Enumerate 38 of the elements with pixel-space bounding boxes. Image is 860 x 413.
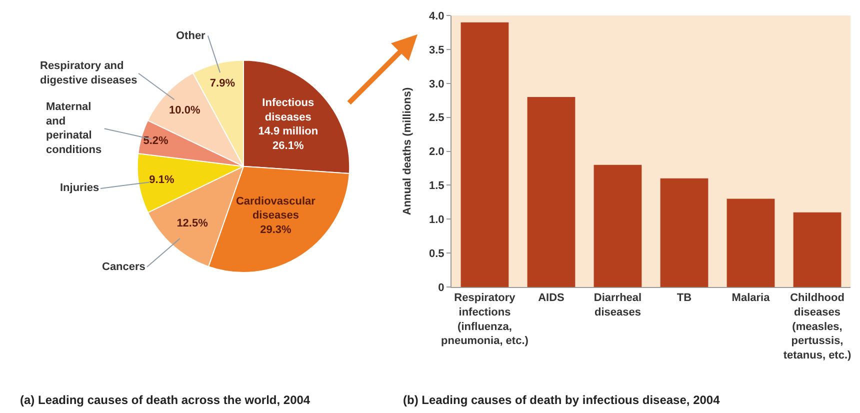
bar [460,22,509,287]
x-tick-label: AIDS [538,292,564,304]
data-label: 29.3% [260,224,292,236]
y-tick-label: 0 [438,282,444,294]
y-axis-title: Annual deaths (millions) [402,87,414,216]
data-label: 14.9 million 26.1% [258,126,318,152]
data-label: 7.9% [210,78,236,90]
slice-label: Infectious diseases [262,97,314,124]
x-tick-label: TB [676,292,692,304]
slice-label: Respiratory and digestive diseases [40,60,138,86]
data-label: 9.1% [149,174,174,186]
text: (b) Leading causes of death by infectious disease, 2004 [403,393,720,407]
y-tick-label: 3.5 [428,44,444,56]
slice-label: Cardiovascular diseases [236,195,316,222]
x-tick-label: Malaria [732,292,771,304]
bar [793,212,842,287]
x-tick-label: Diarrheal diseases [594,292,642,318]
slice-label: Other [176,30,206,42]
slice-label: Cancers [102,261,146,273]
slice-label: Maternal and perinatal conditions [46,101,102,156]
y-tick-label: 0.5 [428,248,444,260]
bar [527,96,576,287]
y-tick-label: 2.0 [428,146,444,158]
data-label: 12.5% [176,218,208,230]
y-tick-label: 1.0 [428,214,444,226]
x-tick-label: Childhood diseases (measles, pertussis, tetanus, etc.) [783,292,852,362]
y-tick-label: 4.0 [428,10,444,22]
y-tick-label: 3.0 [428,78,444,90]
bar [726,198,775,287]
slice-label: Injuries [60,182,100,194]
y-tick-label: 2.5 [428,112,444,124]
data-label: 5.2% [143,134,168,147]
data-label: 10.0% [169,104,200,116]
x-tick-label: Respiratory infections (influenza, pneumonia, etc.) [441,292,529,348]
y-tick-label: 1.5 [428,180,444,192]
bar [594,164,642,287]
text: (a) Leading causes of death across the world, 2004 [20,393,310,407]
bar [660,178,708,287]
